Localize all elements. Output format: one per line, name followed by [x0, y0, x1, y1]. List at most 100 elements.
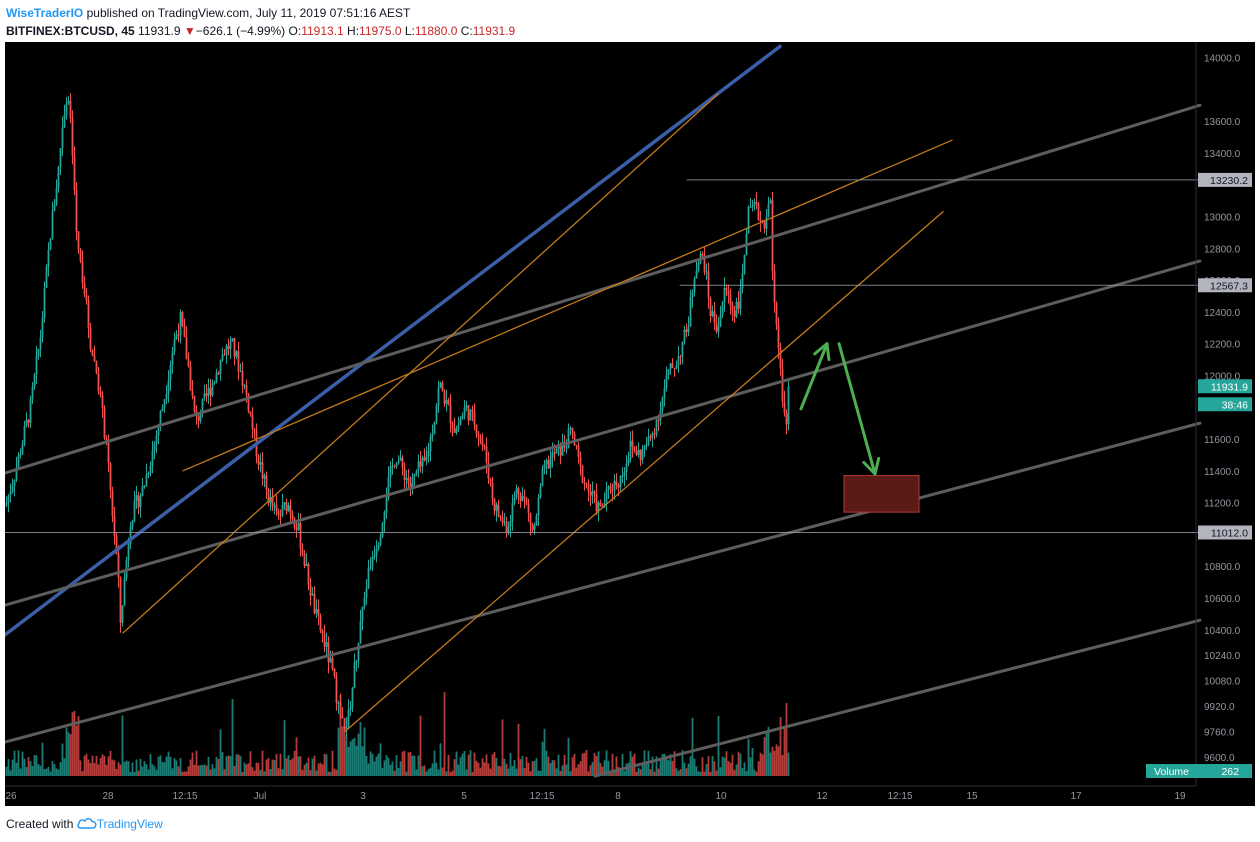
volume-bar-268 [541, 741, 544, 776]
volume-bar-98 [201, 765, 204, 776]
volume-bar-156 [317, 763, 320, 776]
candle-body-33 [71, 117, 74, 156]
y-tick-18: 10080.0 [1204, 677, 1241, 688]
candle-body-294 [593, 491, 596, 494]
candle-body-230 [465, 405, 468, 408]
candle-body-156 [317, 609, 320, 617]
price-axis[interactable]: 14000.013600.013400.013000.012800.012600… [1204, 54, 1241, 764]
volume-bar-236 [477, 762, 480, 776]
volume-bar-282 [569, 771, 572, 776]
volume-bar-276 [557, 754, 560, 776]
volume-bar-381 [767, 726, 770, 776]
volume-bar-252 [509, 752, 512, 776]
candle-body-6 [17, 455, 20, 468]
author-link[interactable]: WiseTraderIO [6, 6, 84, 20]
volume-bar-29 [63, 758, 66, 776]
close-value: 11931.9 [472, 24, 516, 38]
volume-bar-262 [529, 771, 532, 776]
volume-bar-12 [29, 761, 32, 776]
volume-bar-364 [733, 769, 736, 776]
candle-body-96 [197, 416, 200, 421]
candle-body-158 [321, 630, 324, 635]
volume-bar-137 [279, 753, 282, 776]
candle-body-311 [627, 458, 630, 464]
candle-body-310 [625, 463, 628, 473]
candle-body-84 [173, 338, 176, 352]
candle-body-82 [169, 365, 172, 381]
candle-body-221 [447, 399, 450, 405]
tradingview-link[interactable]: TradingView [96, 817, 163, 831]
volume-bar-320 [645, 763, 648, 776]
volume-bar-228 [461, 753, 464, 776]
candle-body-119 [243, 385, 246, 387]
candle-body-331 [667, 369, 670, 376]
candle-body-71 [147, 473, 150, 475]
candle-body-77 [159, 411, 162, 427]
candle-body-339 [683, 329, 686, 342]
candle-body-105 [215, 372, 218, 383]
candle-body-145 [295, 527, 298, 530]
candle-body-251 [507, 526, 510, 533]
candle-body-243 [491, 482, 494, 500]
candle-body-297 [599, 502, 602, 506]
volume-bar-114 [233, 765, 236, 776]
x-tick-8: 10 [715, 791, 727, 802]
volume-bar-140 [285, 758, 288, 776]
volume-bar-179 [363, 727, 366, 776]
volume-bar-387 [779, 717, 782, 776]
candle-body-12 [29, 399, 32, 423]
candle-body-62 [129, 527, 132, 545]
volume-bar-162 [329, 771, 332, 776]
candle-body-352 [709, 298, 712, 316]
candle-body-356 [717, 326, 720, 332]
volume-bar-214 [433, 750, 436, 776]
volume-bar-63 [131, 762, 134, 776]
volume-bar-350 [705, 764, 708, 776]
volume-bar-160 [325, 754, 328, 776]
candle-body-375 [755, 201, 758, 204]
candle-body-240 [485, 446, 488, 463]
volume-bar-102 [209, 769, 212, 776]
x-tick-11: 15 [966, 791, 978, 802]
volume-bar-385 [775, 744, 778, 776]
candle-body-161 [327, 642, 330, 663]
time-axis[interactable]: 26 28 12:15 Jul 3 5 12:15 8 10 12 12:15 15 17 19 [5, 791, 1186, 802]
candle-body-34 [73, 155, 76, 191]
candle-body-65 [135, 495, 138, 501]
candle-body-338 [681, 341, 684, 357]
candle-body-41 [87, 300, 90, 329]
volume-bar-330 [665, 756, 668, 776]
volume-bar-88 [181, 771, 184, 776]
price-chart[interactable]: 14000.013600.013400.013000.012800.012600… [5, 42, 1255, 806]
volume-bar-309 [623, 770, 626, 776]
candle-body-115 [235, 351, 238, 357]
volume-bar-224 [453, 759, 456, 776]
candle-body-269 [543, 464, 546, 469]
candle-body-129 [263, 475, 266, 479]
volume-bar-317 [639, 769, 642, 776]
y-tick-15: 10600.0 [1204, 594, 1241, 605]
candle-body-329 [663, 387, 666, 398]
volume-bar-95 [195, 750, 198, 776]
volume-bar-218 [441, 767, 444, 776]
volume-bar-108 [221, 751, 224, 776]
volume-bar-144 [293, 750, 296, 776]
down-arrow-icon: ▼ [183, 24, 196, 38]
volume-bars [5, 692, 790, 776]
volume-bar-72 [149, 754, 152, 776]
volume-bar-391 [787, 752, 790, 776]
candle-body-334 [673, 367, 676, 369]
volume-bar-222 [449, 771, 452, 776]
candle-body-283 [571, 427, 574, 434]
volume-bar-376 [757, 761, 760, 776]
volume-bar-291 [587, 771, 590, 776]
volume-bar-287 [579, 761, 582, 776]
volume-bar-14 [33, 755, 36, 776]
candle-body-227 [459, 419, 462, 425]
volume-bar-104 [213, 768, 216, 776]
volume-bar-46 [97, 764, 100, 776]
candle-body-202 [409, 483, 412, 488]
candle-body-214 [433, 421, 436, 435]
volume-bar-341 [687, 763, 690, 776]
candle-body-330 [665, 375, 668, 388]
